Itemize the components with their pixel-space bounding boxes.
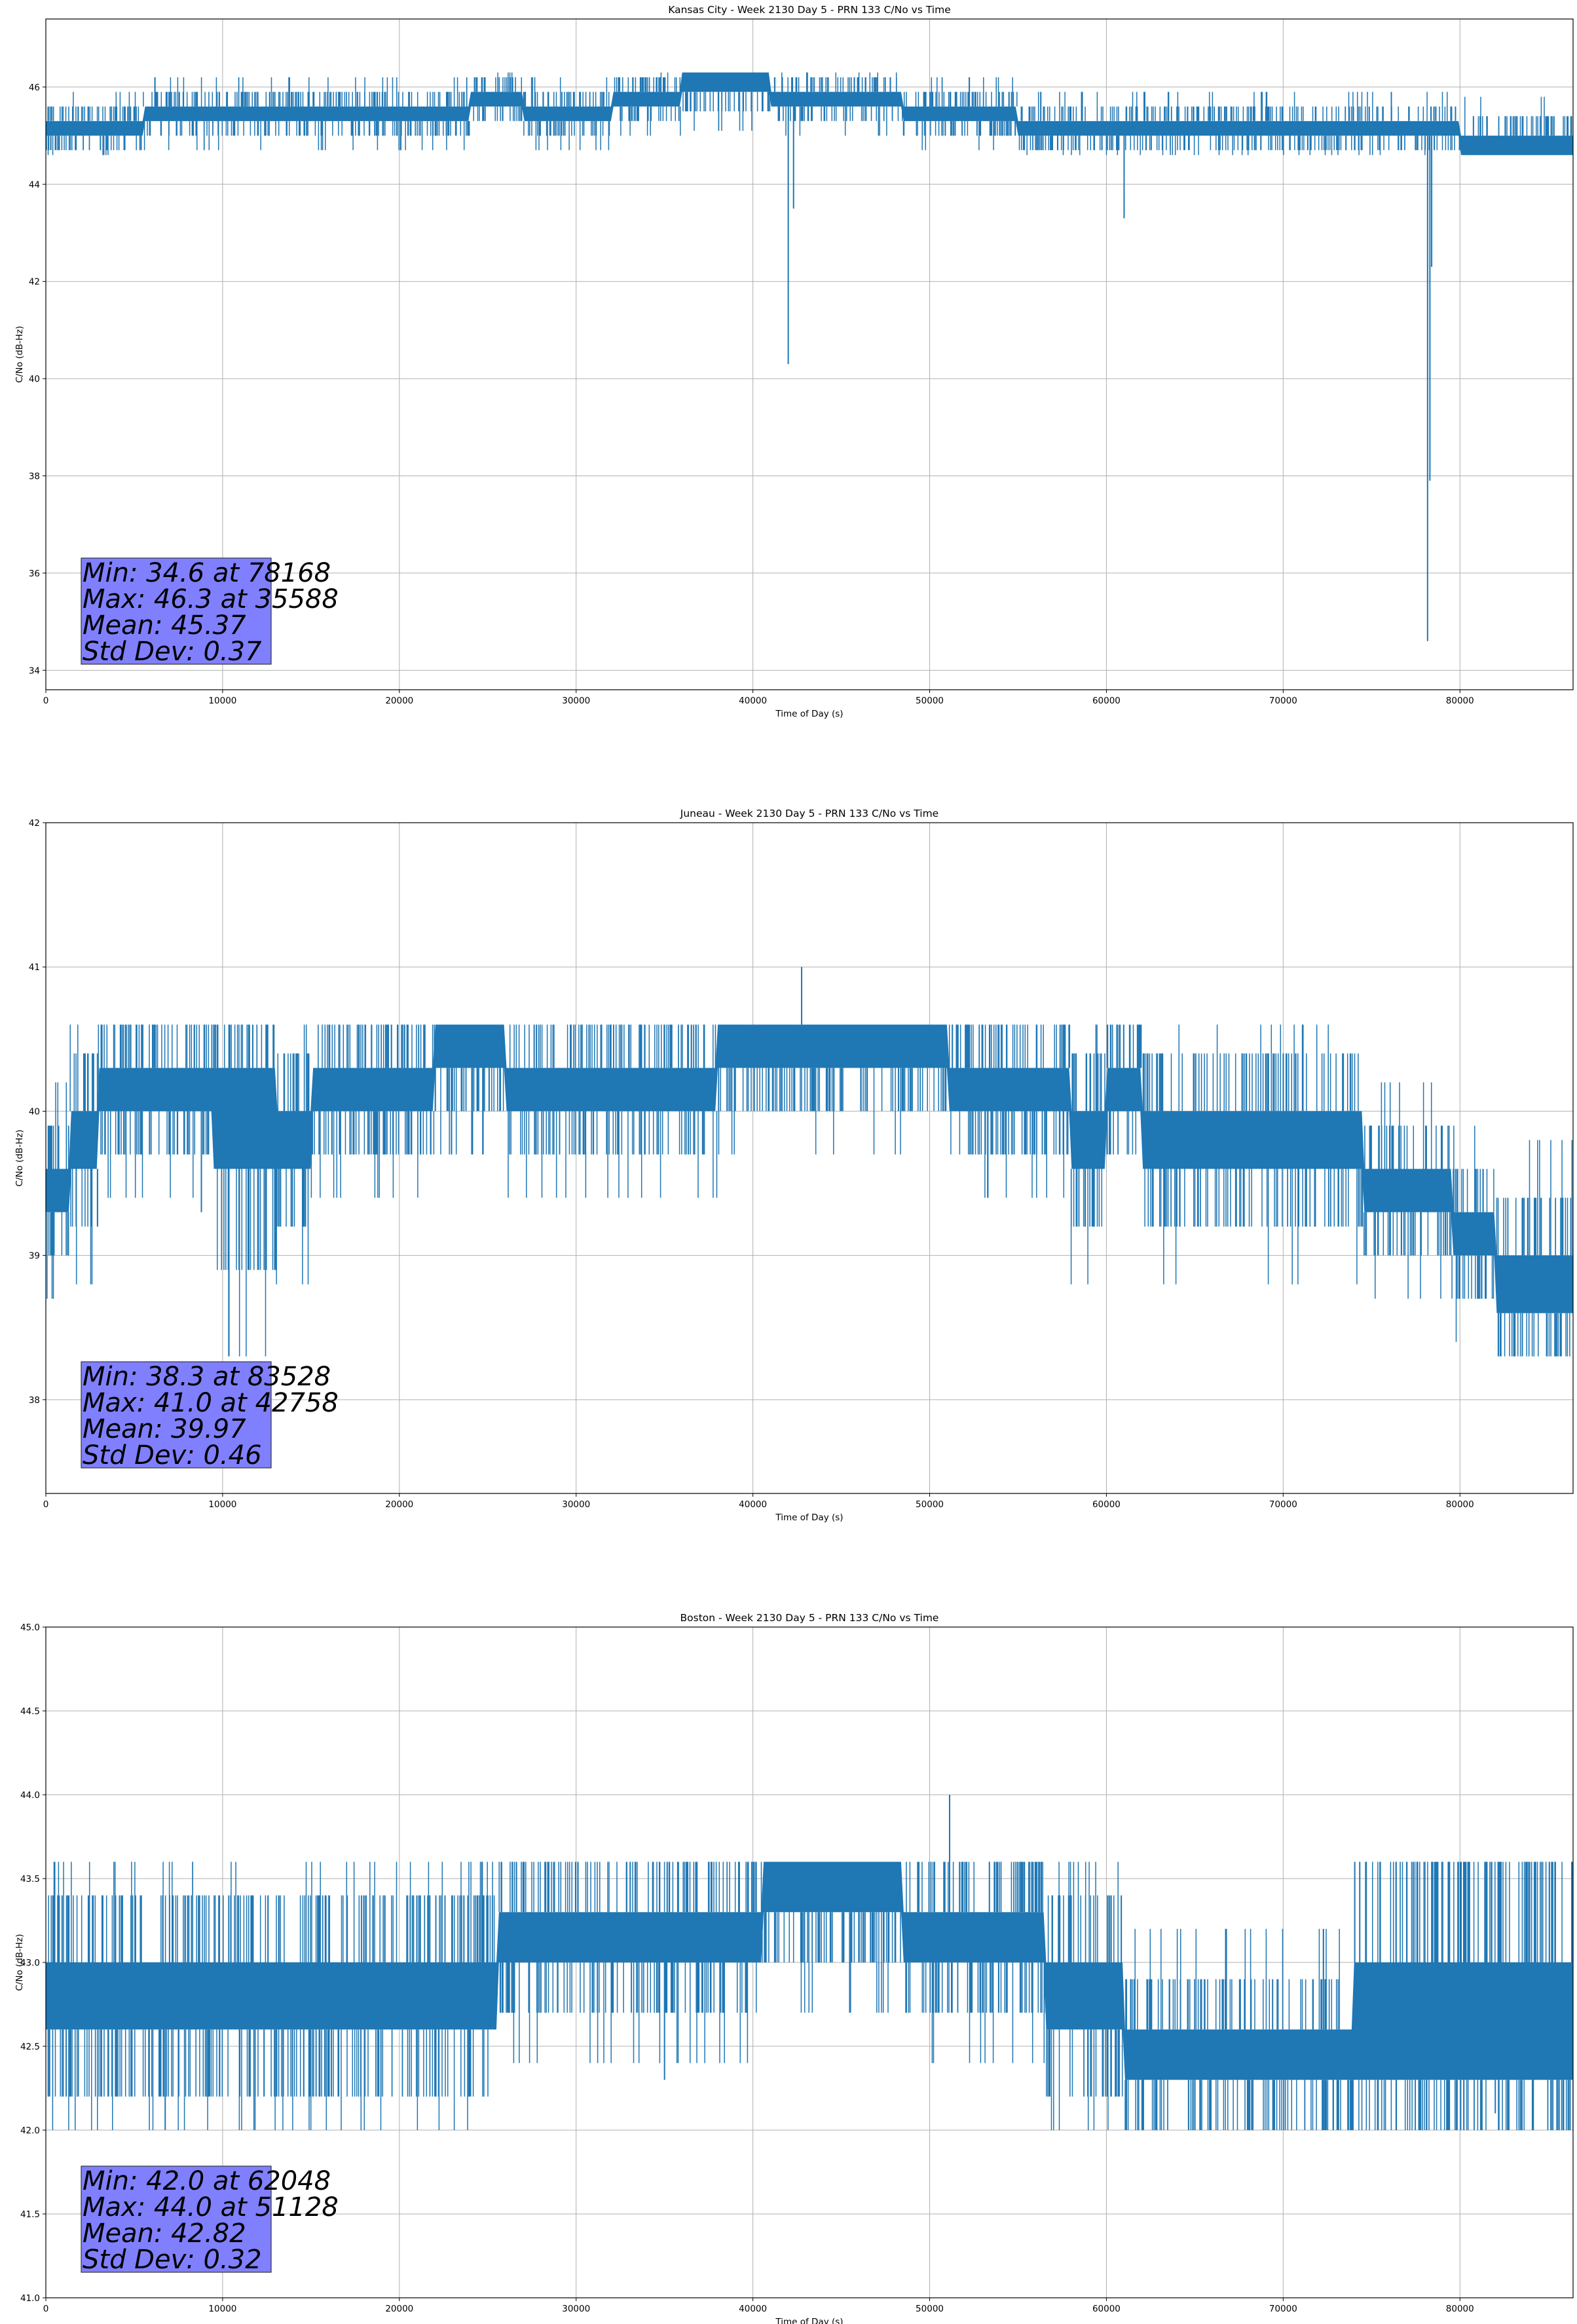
chart-panel-0: 0 10000 20000 30000 40000 50000 60000 70000 8000… — [14, 4, 1574, 719]
stats-line: Mean: 39.97 — [83, 1414, 246, 1444]
series-trace — [46, 1795, 1573, 2130]
chart-title: Kansas City - Week 2130 Day 5 - PRN 133 … — [668, 4, 951, 16]
stats-line: Min: 42.0 at 62048 — [83, 2166, 331, 2196]
stats-box-background — [81, 557, 272, 665]
x-tick-label: 80000 — [1446, 696, 1474, 706]
x-tick-label: 0 — [43, 696, 49, 706]
y-tick-label: 42.0 — [20, 2126, 40, 2136]
x-tick-label: 10000 — [208, 2304, 236, 2314]
x-tick-label: 10000 — [208, 1499, 236, 1510]
stats-box-background — [81, 2165, 272, 2273]
stats-line: Mean: 45.37 — [83, 610, 246, 641]
y-tick-label: 44 — [29, 179, 40, 190]
x-axis-label: Time of Day (s) — [775, 709, 843, 719]
x-tick-label: 40000 — [739, 1499, 767, 1510]
x-tick-label: 20000 — [385, 696, 413, 706]
jitter-lines — [46, 1024, 1573, 1357]
x-tick-label: 60000 — [1092, 2304, 1121, 2314]
x-axis-label: Time of Day (s) — [775, 2317, 843, 2324]
x-tick-label: 20000 — [385, 1499, 413, 1510]
plot-frame — [45, 822, 1574, 1494]
x-tick-label: 30000 — [562, 696, 590, 706]
y-axis-label: C/No (dB-Hz) — [14, 1934, 25, 1991]
chart-panel-2: 0 10000 20000 30000 40000 50000 60000 70000 8000… — [14, 1612, 1574, 2324]
y-tick-label: 43.5 — [20, 1874, 40, 1884]
stats-line: Max: 41.0 at 42758 — [83, 1388, 339, 1418]
plot-frame — [45, 18, 1574, 690]
y-tick-label: 44.0 — [20, 1790, 40, 1801]
y-axis-label: C/No (dB-Hz) — [14, 326, 25, 383]
chart-title: Boston - Week 2130 Day 5 - PRN 133 C/No … — [680, 1612, 939, 1624]
y-tick-label: 41 — [29, 962, 40, 973]
signal-band — [46, 1862, 1573, 2080]
x-axis-label: Time of Day (s) — [775, 1512, 843, 1523]
y-tick-label: 45.0 — [20, 1622, 40, 1633]
series-trace — [46, 72, 1573, 641]
y-tick-label: 38 — [29, 472, 40, 482]
stats-line: Max: 44.0 at 51128 — [83, 2192, 339, 2222]
x-tick-label: 70000 — [1269, 696, 1297, 706]
x-tick-label: 10000 — [208, 696, 236, 706]
x-tick-label: 60000 — [1092, 1499, 1121, 1510]
y-tick-label: 34 — [29, 665, 40, 676]
x-tick-label: 70000 — [1269, 2304, 1297, 2314]
stats-line: Min: 34.6 at 78168 — [83, 558, 331, 588]
x-tick-label: 40000 — [739, 2304, 767, 2314]
stats-box-background — [81, 1361, 272, 1469]
y-tick-label: 44.5 — [20, 1706, 40, 1717]
x-tick-label: 80000 — [1446, 1499, 1474, 1510]
y-tick-label: 38 — [29, 1395, 40, 1406]
x-tick-label: 80000 — [1446, 2304, 1474, 2314]
y-tick-label: 39 — [29, 1251, 40, 1262]
x-tick-label: 60000 — [1092, 696, 1121, 706]
stats-line: Std Dev: 0.46 — [83, 1440, 262, 1471]
x-tick-label: 50000 — [916, 2304, 944, 2314]
stats-line: Std Dev: 0.37 — [83, 637, 262, 667]
y-tick-label: 41.0 — [20, 2293, 40, 2304]
y-tick-label: 41.5 — [20, 2209, 40, 2220]
jitter-lines — [47, 1862, 1573, 2130]
stats-line: Max: 46.3 at 35588 — [83, 584, 339, 614]
stats-line: Min: 38.3 at 83528 — [83, 1362, 331, 1392]
y-tick-label: 42 — [29, 277, 40, 288]
y-tick-label: 40 — [29, 1106, 40, 1117]
y-tick-label: 42.5 — [20, 2042, 40, 2052]
signal-band — [46, 72, 1573, 155]
y-tick-label: 36 — [29, 569, 40, 579]
x-tick-label: 50000 — [916, 1499, 944, 1510]
chart-title: Juneau - Week 2130 Day 5 - PRN 133 C/No … — [680, 808, 938, 819]
y-tick-label: 43.0 — [20, 1958, 40, 1968]
chart-panel-1: 0 10000 20000 30000 40000 50000 60000 70000 8000… — [14, 808, 1574, 1523]
x-tick-label: 30000 — [562, 2304, 590, 2314]
stats-line: Std Dev: 0.32 — [83, 2245, 262, 2275]
y-axis-label: C/No (dB-Hz) — [14, 1129, 25, 1186]
y-tick-label: 46 — [29, 83, 40, 93]
x-tick-label: 70000 — [1269, 1499, 1297, 1510]
jitter-lines — [46, 72, 1572, 155]
series-trace — [46, 967, 1573, 1357]
x-tick-label: 50000 — [916, 696, 944, 706]
signal-band — [46, 1024, 1573, 1313]
x-tick-label: 0 — [43, 2304, 49, 2314]
y-tick-label: 42 — [29, 818, 40, 829]
x-tick-label: 0 — [43, 1499, 49, 1510]
stats-line: Mean: 42.82 — [83, 2219, 246, 2249]
x-tick-label: 30000 — [562, 1499, 590, 1510]
x-tick-label: 40000 — [739, 696, 767, 706]
x-tick-label: 20000 — [385, 2304, 413, 2314]
y-tick-label: 40 — [29, 374, 40, 384]
